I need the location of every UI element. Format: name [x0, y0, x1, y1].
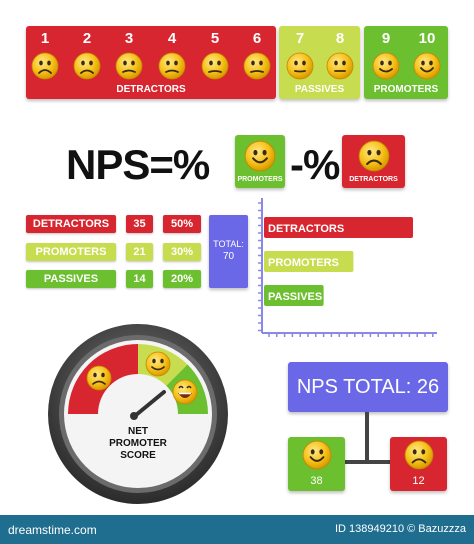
sad-face-icon [404, 440, 434, 470]
tree-detractors-box: 12 [390, 437, 447, 491]
bar-label-promoters: PROMOTERS [268, 257, 339, 269]
stat-label-detractors: DETRACTORS [26, 215, 116, 233]
tree-connectors [344, 412, 392, 464]
score-3: 3 [124, 30, 134, 47]
happy-face-icon [244, 140, 276, 172]
sad-face-icon [158, 52, 186, 80]
grinning-face-icon [172, 379, 198, 405]
promoters-panel: 9 10 PROMOTERS [364, 26, 448, 99]
neutral-face-icon [326, 52, 354, 80]
score-6: 6 [252, 30, 262, 47]
score-4: 4 [167, 30, 177, 47]
sad-face-icon [201, 52, 229, 80]
score-10: 10 [418, 30, 436, 47]
bar-promoters [264, 251, 354, 272]
stat-percent-passives: 20% [163, 270, 201, 288]
tree-detractors-value: 12 [412, 475, 425, 487]
detractors-label: DETRACTORS [116, 84, 186, 95]
gauge-label-line3: SCORE [120, 450, 156, 461]
stat-count-detractors: 35 [126, 215, 153, 233]
footer-id: ID 138949210 © Bazuzzza [334, 523, 466, 535]
neutral-face-icon [286, 52, 314, 80]
happy-face-icon [413, 52, 441, 80]
gauge-label-line2: PROMOTER [109, 438, 168, 449]
stat-label-promoters: PROMOTERS [26, 243, 116, 261]
tree-promoters-value: 38 [310, 475, 323, 487]
passives-panel: 7 8 PASSIVES [279, 26, 360, 99]
formula-promoters-label: PROMOTERS [237, 176, 283, 183]
nps-total-title: NPS TOTAL: 26 [296, 376, 440, 398]
score-7: 7 [295, 30, 305, 47]
stat-percent-promoters: 30% [163, 243, 201, 261]
stat-label-passives: PASSIVES [26, 270, 116, 288]
score-5: 5 [210, 30, 220, 47]
bar-label-passives: PASSIVES [268, 291, 322, 303]
sad-face-icon [243, 52, 271, 80]
happy-face-icon [145, 351, 171, 377]
total-box: TOTAL: 70 [209, 215, 248, 288]
happy-face-icon [302, 440, 332, 470]
stat-count-promoters: 21 [126, 243, 153, 261]
score-1: 1 [40, 30, 50, 47]
total-label: TOTAL: [213, 239, 244, 249]
gauge-label-line1: NET [128, 426, 148, 437]
stat-count-passives: 14 [126, 270, 153, 288]
nps-gauge: NET PROMOTER SCORE [48, 324, 228, 504]
minus-percent-text: -% [290, 141, 340, 188]
tree-promoters-box: 38 [288, 437, 345, 491]
nps-total-box: NPS TOTAL: 26 [288, 362, 448, 412]
score-8: 8 [335, 30, 345, 47]
formula-detractors-label: DETRACTORS [349, 176, 398, 183]
detractors-panel: 1 2 3 4 5 6 DETRACTORS [26, 26, 276, 99]
bar-chart: DETRACTORS PROMOTERS PASSIVES [258, 198, 437, 337]
passives-label: PASSIVES [294, 84, 345, 95]
sad-face-icon [86, 365, 112, 391]
sad-face-icon [73, 52, 101, 80]
happy-face-icon [372, 52, 400, 80]
bar-label-detractors: DETRACTORS [268, 223, 344, 235]
nps-formula-text: NPS=% [66, 141, 210, 188]
gauge-needle [134, 390, 166, 417]
bar-passives [264, 285, 324, 306]
sad-face-icon [115, 52, 143, 80]
score-2: 2 [82, 30, 92, 47]
footer-brand[interactable]: dreamstime.com [8, 523, 97, 537]
score-9: 9 [381, 30, 391, 47]
sad-face-icon [358, 140, 390, 172]
formula-detractors-box: DETRACTORS [342, 135, 405, 188]
stat-percent-detractors: 50% [163, 215, 201, 233]
sad-face-icon [31, 52, 59, 80]
promoters-label: PROMOTERS [373, 84, 439, 95]
footer-bar: dreamstime.com ID 138949210 © Bazuzzza [0, 515, 474, 544]
formula-promoters-box: PROMOTERS [235, 135, 285, 188]
bar-detractors [264, 217, 413, 238]
total-value: 70 [222, 251, 235, 262]
